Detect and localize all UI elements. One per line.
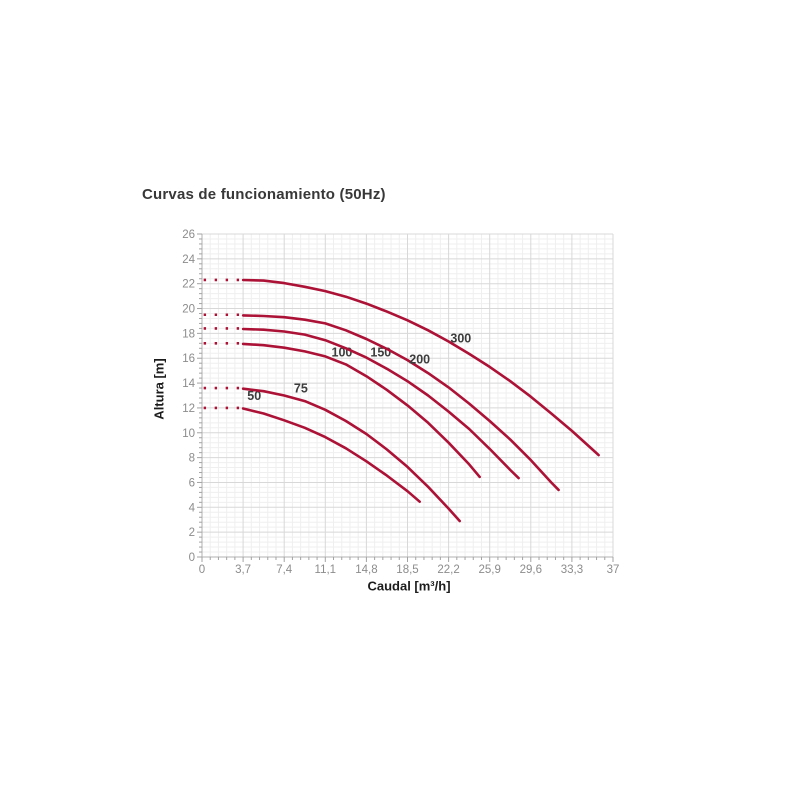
x-tick-label: 22,2	[437, 564, 459, 576]
y-axis-title: Altura [m]	[151, 358, 167, 420]
y-tick-label: 12	[182, 403, 195, 415]
x-tick-label: 29,6	[520, 564, 542, 576]
grid-major	[201, 233, 614, 558]
x-tick-label: 0	[199, 564, 205, 576]
y-tick-label: 22	[182, 279, 195, 291]
curve-label-50: 50	[247, 389, 261, 403]
x-tick-label: 7,4	[276, 564, 293, 576]
y-tick-label: 26	[182, 229, 195, 241]
curve-100	[241, 342, 481, 479]
curve-label-200: 200	[409, 352, 430, 366]
curve-200	[241, 314, 560, 492]
y-tick-label: 6	[189, 477, 195, 489]
x-tick-label: 33,3	[561, 564, 583, 576]
x-tick-label: 11,1	[315, 564, 337, 576]
x-tick-label: 25,9	[479, 564, 501, 576]
x-tick-labels: 0 3,7 7,4 11,1 14,8 18,5 22,2 25,9 29,6 33,3 37	[199, 564, 620, 576]
y-tick-label: 14	[182, 378, 195, 390]
curve-50	[241, 407, 421, 503]
y-tick-label: 16	[182, 353, 195, 365]
chart-title: Curvas de funcionamiento (50Hz)	[142, 186, 386, 203]
y-tick-label: 0	[189, 552, 195, 564]
y-tick-label: 4	[189, 502, 196, 514]
curve-75	[241, 387, 461, 523]
x-tick-label: 14,8	[355, 564, 377, 576]
curve-label-150: 150	[370, 346, 391, 360]
x-axis-title: Caudal [m³/h]	[367, 578, 451, 594]
tick-marks	[197, 233, 614, 562]
x-tick-label: 37	[607, 564, 620, 576]
curve-150	[241, 327, 520, 480]
y-tick-label: 2	[189, 527, 195, 539]
y-tick-label: 8	[189, 453, 195, 465]
y-tick-label: 10	[182, 428, 195, 440]
curve-label-300: 300	[450, 331, 471, 345]
x-tick-label: 18,5	[396, 564, 418, 576]
y-tick-label: 18	[182, 328, 195, 340]
curve-300	[241, 278, 600, 457]
curve-label-75: 75	[294, 382, 308, 396]
y-tick-label: 24	[182, 254, 195, 266]
x-tick-label: 3,7	[235, 564, 251, 576]
y-tick-label: 20	[182, 304, 195, 316]
